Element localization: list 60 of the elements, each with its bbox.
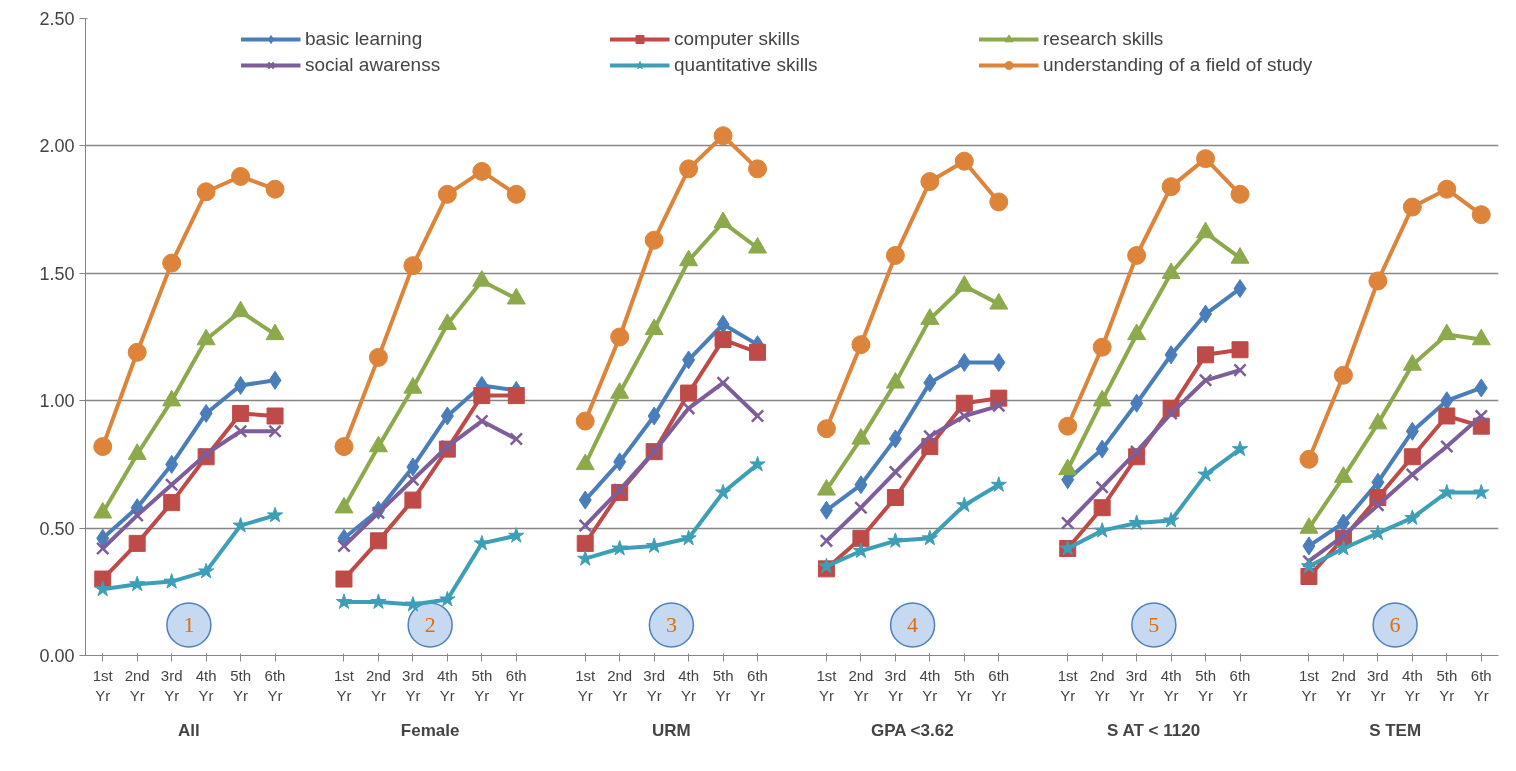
x-tick-label: 1st Yr [92, 666, 114, 704]
x-tick-label: 3rd Yr [1367, 666, 1389, 704]
x-tick-label: 6th Yr [1229, 666, 1251, 704]
legend-label: research skills [1043, 28, 1165, 50]
x-tick-label: 4th Yr [436, 666, 458, 704]
y-tick-label: 0.00 [39, 646, 75, 666]
x-tick-label: 1st Yr [575, 666, 597, 704]
x-tick-label: 2nd Yr [1330, 666, 1356, 704]
x-tick-label: 2nd Yr [1089, 666, 1115, 704]
x-tick-label: 6th Yr [1470, 666, 1492, 704]
annotation: 5 [1148, 611, 1160, 637]
x-tick-label: 6th Yr [747, 666, 768, 704]
x-tick-label: 1st Yr [333, 666, 355, 704]
annotation: 4 [907, 611, 919, 637]
x-tick-label: 3rd Yr [643, 666, 665, 704]
annotation: 3 [665, 611, 677, 637]
x-tick-label: 6th Yr [505, 666, 527, 704]
x-tick-label: 2nd Yr [365, 666, 391, 704]
x-tick-label: 4th Yr [1401, 666, 1423, 704]
annotation: 6 [1389, 611, 1401, 637]
x-tick-label: 1st Yr [1057, 666, 1079, 704]
x-tick-label: 3rd Yr [884, 666, 907, 704]
x-tick-label: 5th Yr [1195, 666, 1216, 704]
text: S AT < 1120 [1107, 720, 1201, 740]
x-tick-label: 4th Yr [919, 666, 941, 704]
annotation: 2 [424, 611, 436, 637]
y-tick-label: 2.50 [39, 9, 75, 29]
x-tick-label: 5th Yr [471, 666, 493, 704]
y-tick-label: 1.00 [39, 391, 75, 412]
x-tick-label: 3rd Yr [1125, 666, 1148, 704]
text: URM [652, 720, 691, 740]
legend-label: basic learning [305, 28, 424, 50]
x-tick-label: 2nd Yr [124, 666, 150, 704]
x-tick-label: 2nd Yr [607, 666, 633, 704]
x-tick-label: 4th Yr [1160, 666, 1182, 704]
y-tick-label: 1.50 [39, 263, 75, 284]
y-tick-label: 0.50 [39, 518, 75, 539]
x-tick-label: 5th Yr [1436, 666, 1458, 704]
x-tick-label: 4th Yr [195, 666, 217, 704]
legend-label: computer skills [674, 28, 801, 50]
x-tick-label: 6th Yr [264, 666, 286, 704]
x-tick-label: 2nd Yr [848, 666, 874, 704]
x-tick-label: 4th Yr [678, 666, 700, 704]
legend-label: quantitative skills [674, 54, 819, 76]
legend-label: social awarenss [305, 54, 442, 76]
x-tick-label: 1st Yr [1298, 666, 1320, 704]
x-tick-label: 5th Yr [230, 666, 252, 704]
y-tick-label: 2.00 [39, 136, 75, 157]
x-tick-label: 5th Yr [953, 666, 975, 704]
legend-label: understanding of a field of study [1043, 54, 1314, 76]
annotation: 1 [183, 611, 195, 637]
x-tick-label: 3rd Yr [402, 666, 424, 704]
text: GPA <3.62 [870, 720, 954, 740]
x-tick-label: 1st Yr [816, 666, 838, 704]
x-tick-label: 6th Yr [988, 666, 1010, 704]
text: All [178, 720, 200, 740]
text: S TEM [1369, 720, 1422, 740]
text: Female [400, 720, 460, 740]
x-tick-label: 3rd Yr [160, 666, 183, 704]
x-tick-label: 5th Yr [712, 666, 734, 704]
